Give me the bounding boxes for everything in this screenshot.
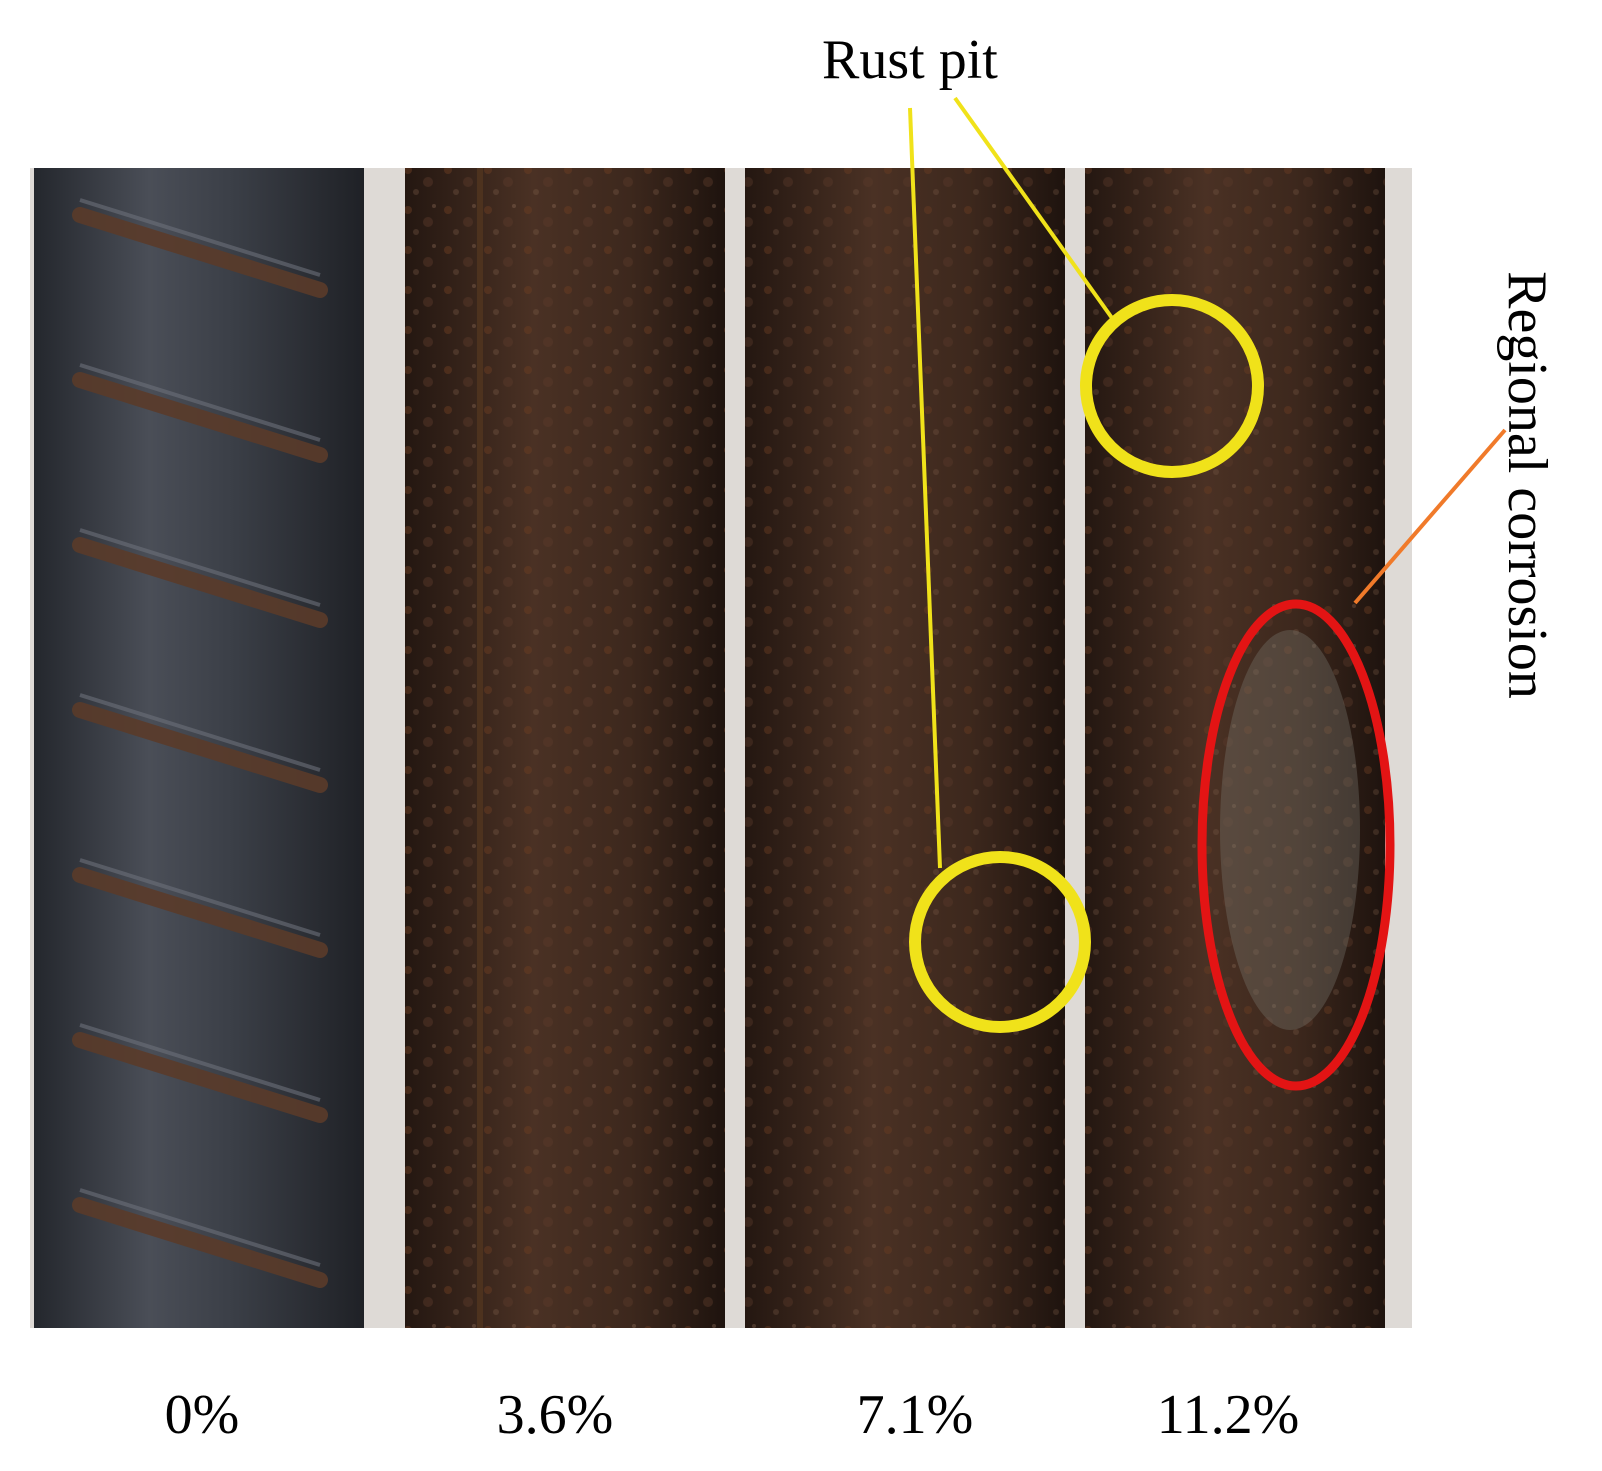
- rust-pit-label: Rust pit: [822, 29, 998, 91]
- rust-pit-leader-1: [908, 107, 942, 869]
- rust-pit-leader-2: [953, 96, 1114, 320]
- corrosion-rate-label-0: 0%: [164, 1384, 240, 1446]
- rebar-specimen-0: [34, 168, 364, 1328]
- corrosion-rate-label-2: 7.1%: [856, 1384, 974, 1446]
- corrosion-rate-label-1: 3.6%: [496, 1384, 614, 1446]
- rebar-specimen-3: [1085, 168, 1385, 1328]
- regional-corrosion-label: Regional corrosion: [1496, 271, 1558, 699]
- regional-corrosion-marker: [1197, 599, 1395, 1091]
- regional-corrosion-leader: [1353, 428, 1507, 605]
- rebar-specimen-1: [405, 168, 725, 1328]
- rebar-specimen-2: [745, 168, 1065, 1328]
- rust-pit-marker-1: [909, 851, 1091, 1033]
- corrosion-rate-label-3: 11.2%: [1156, 1384, 1300, 1446]
- rust-pit-marker-2: [1080, 294, 1264, 478]
